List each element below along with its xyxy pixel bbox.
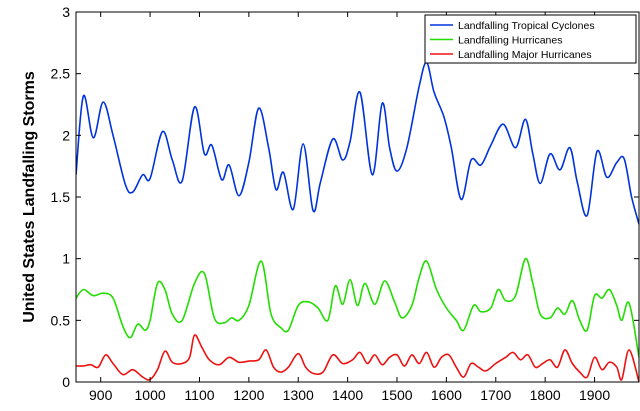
series-line-1 [76, 257, 639, 358]
x-tick-label: 1800 [530, 387, 561, 403]
x-tick-label: 1300 [283, 387, 314, 403]
series-line-2 [76, 334, 639, 382]
x-tick-label: 1200 [233, 387, 264, 403]
x-tick-label: 1500 [381, 387, 412, 403]
x-tick-label: 1700 [480, 387, 511, 403]
x-tick-label: 900 [89, 387, 113, 403]
y-tick-label: 2.5 [51, 66, 71, 82]
plot-frame [75, 11, 640, 383]
y-tick-label: 1.5 [51, 189, 71, 205]
y-tick-label: 0 [62, 374, 70, 390]
legend-label-0: Landfalling Tropical Cyclones [458, 20, 595, 32]
x-tick-label: 1900 [579, 387, 610, 403]
y-tick-label: 0.5 [51, 312, 71, 328]
legend-label-2: Landfalling Major Hurricanes [458, 49, 592, 61]
axis-ticks: 900 1000 1100 1200 1300 1400 1500 1600 1700 1800 1… [51, 4, 639, 403]
legend: Landfalling Tropical Cyclones Landfalling… [424, 14, 637, 64]
x-tick-label: 1100 [184, 387, 214, 403]
y-axis-label: United States Landfalling Storms [21, 71, 38, 323]
y-tick-label: 3 [62, 4, 70, 20]
x-tick-label: 1600 [431, 387, 462, 403]
series-lines [76, 61, 639, 382]
y-tick-label: 1 [62, 251, 70, 267]
series-line-0 [76, 61, 639, 225]
y-tick-label: 2 [62, 127, 70, 143]
x-tick-label: 1400 [332, 387, 363, 403]
legend-box [424, 14, 637, 64]
x-tick-label: 1000 [135, 387, 166, 403]
legend-label-1: Landfalling Hurricanes [458, 35, 562, 47]
